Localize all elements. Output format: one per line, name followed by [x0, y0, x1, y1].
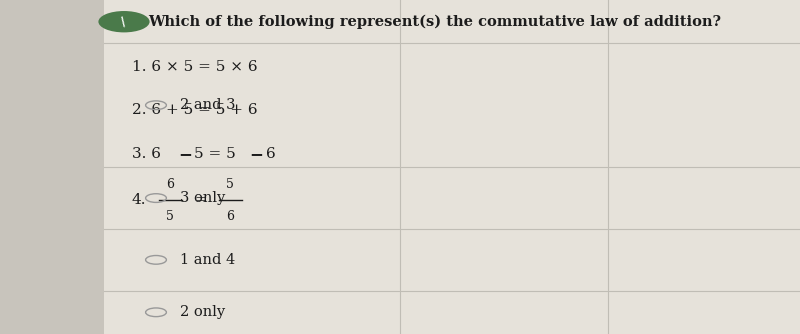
Text: 2. 6 + 5 = 5 + 6: 2. 6 + 5 = 5 + 6	[132, 103, 258, 117]
Text: 1. 6 × 5 = 5 × 6: 1. 6 × 5 = 5 × 6	[132, 60, 258, 74]
Text: 3. 6: 3. 6	[132, 147, 161, 161]
FancyBboxPatch shape	[104, 0, 800, 334]
Text: =: =	[194, 193, 207, 207]
FancyBboxPatch shape	[0, 0, 104, 334]
Text: /: /	[118, 15, 130, 28]
Text: 1 and 4: 1 and 4	[180, 253, 235, 267]
Text: 6: 6	[226, 210, 234, 223]
Text: Which of the following represent(s) the commutative law of addition?: Which of the following represent(s) the …	[148, 14, 721, 29]
Text: 6: 6	[166, 178, 174, 191]
Text: 5: 5	[166, 210, 174, 223]
Text: 6: 6	[266, 147, 275, 161]
Text: 3 only: 3 only	[180, 191, 226, 205]
Text: 5: 5	[226, 178, 234, 191]
Text: 5 = 5: 5 = 5	[194, 147, 236, 161]
Text: 2 and 3: 2 and 3	[180, 98, 235, 112]
Text: −: −	[250, 145, 263, 163]
Text: −: −	[178, 145, 192, 163]
Text: 2 only: 2 only	[180, 305, 225, 319]
Text: 4.: 4.	[132, 193, 146, 207]
Circle shape	[98, 11, 150, 32]
